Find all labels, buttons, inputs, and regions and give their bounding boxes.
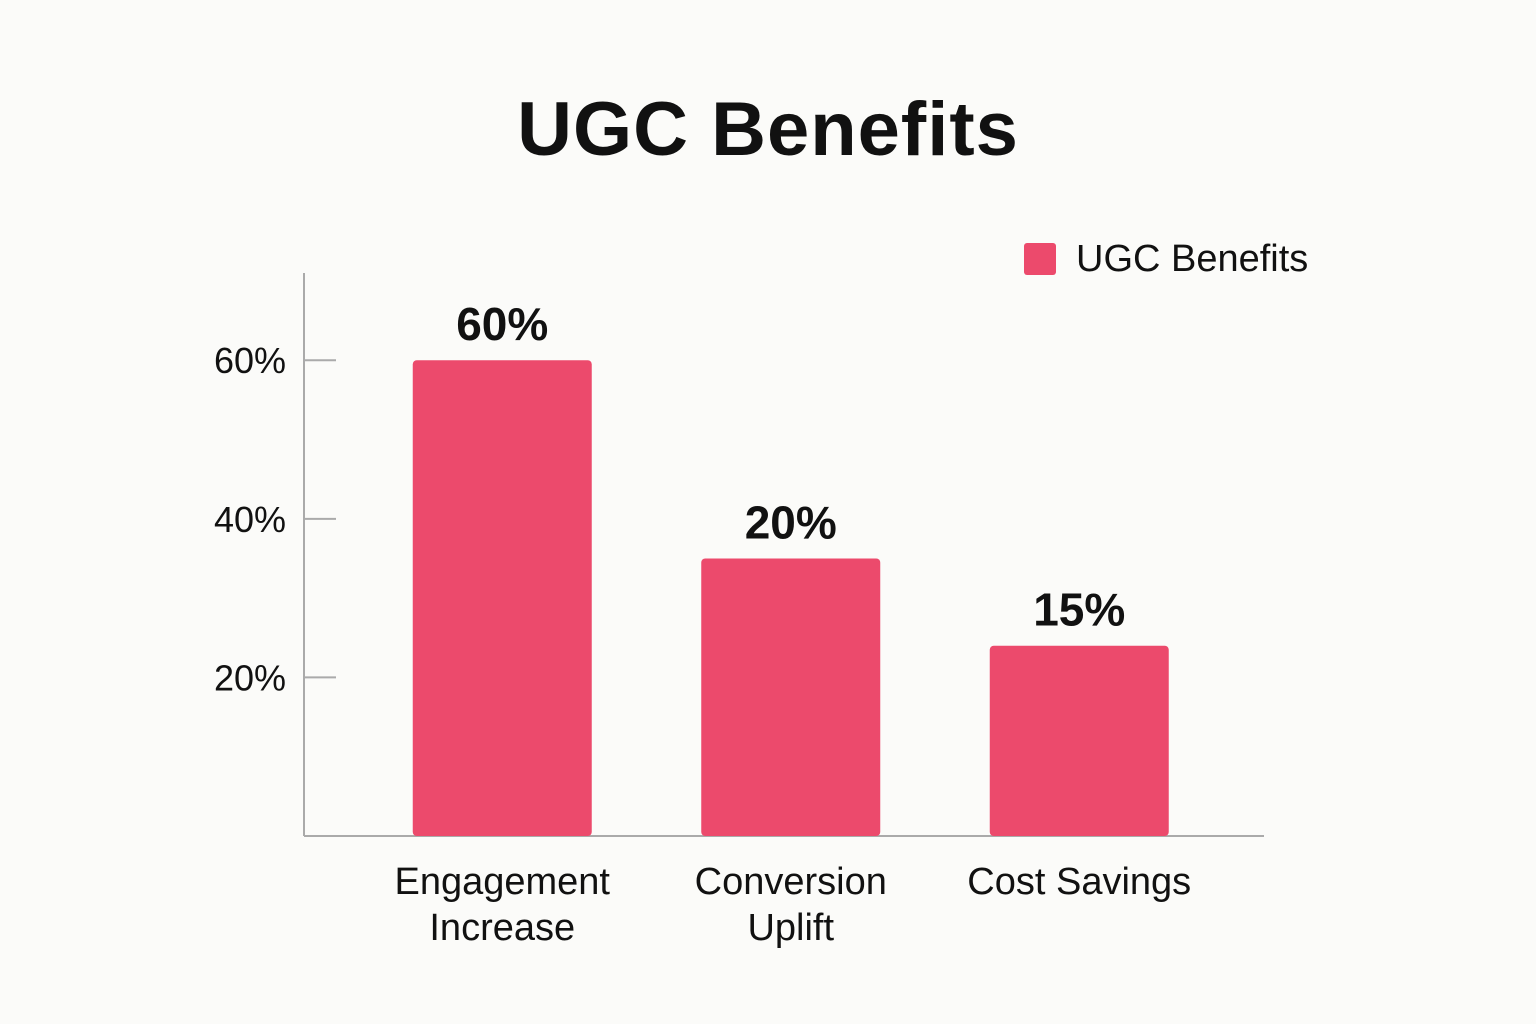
legend-label: UGC Benefits [1076, 238, 1309, 280]
bar [989, 645, 1169, 836]
bar-data-label: 60% [456, 298, 548, 350]
chart-title: UGC Benefits [517, 87, 1019, 172]
x-category-label: Increase [429, 907, 575, 949]
legend-swatch [1024, 243, 1056, 275]
legend: UGC Benefits [1024, 240, 1308, 278]
y-tick-label: 40% [214, 499, 286, 540]
y-tick-label: 60% [214, 340, 286, 381]
bars [412, 360, 1169, 836]
x-category-label: Cost Savings [967, 861, 1191, 903]
bar [412, 360, 592, 836]
y-tick-label: 20% [214, 657, 286, 698]
x-category-label: Conversion [695, 861, 887, 903]
bar-data-label: 15% [1033, 584, 1125, 636]
x-category-label: Engagement [395, 861, 611, 903]
bar [701, 558, 881, 836]
x-category-label: Uplift [747, 907, 834, 949]
bar-data-label: 20% [745, 496, 837, 548]
